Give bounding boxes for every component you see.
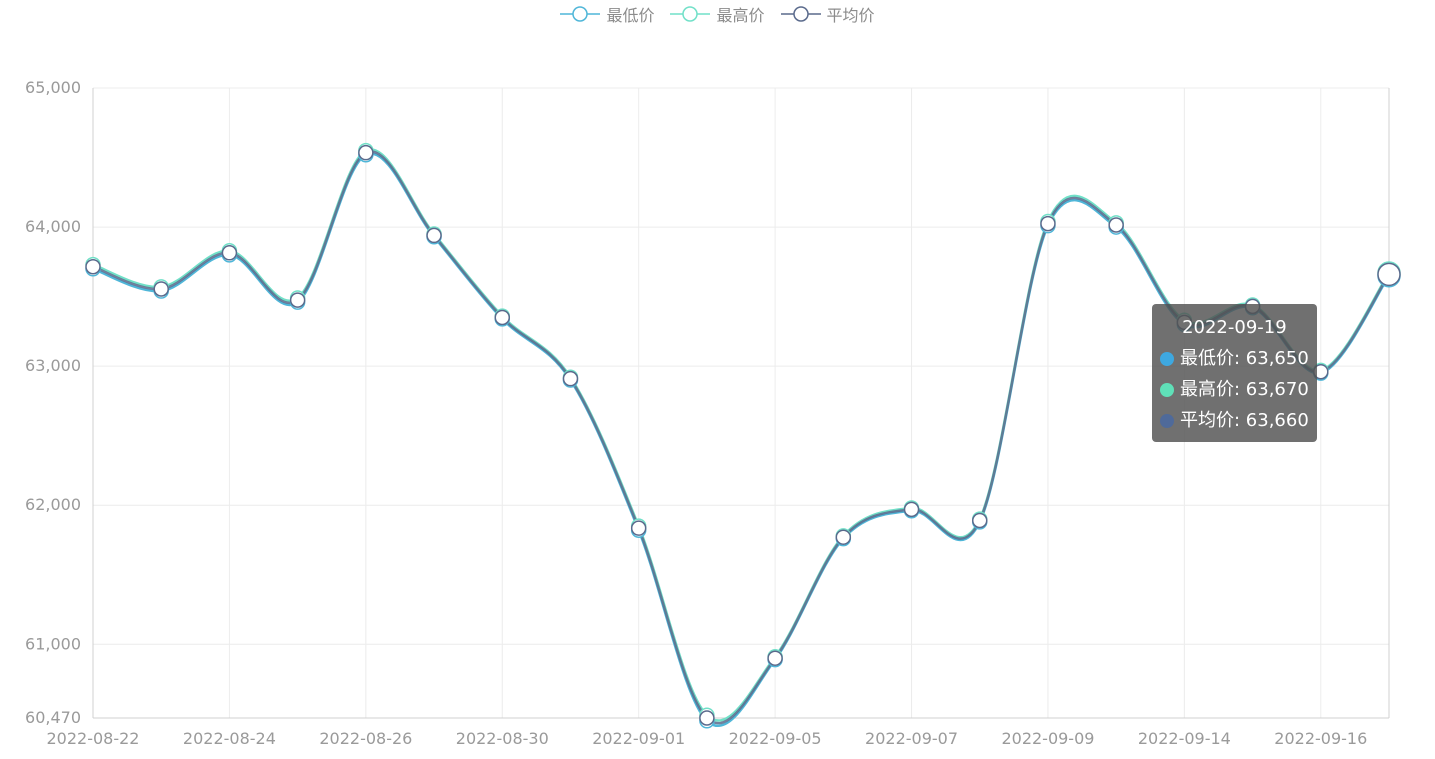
- series-dot-icon: [1160, 413, 1174, 428]
- series-lines: [92, 148, 1391, 728]
- legend-label: 最低价: [606, 6, 655, 25]
- x-tick-label: 2022-09-05: [729, 729, 822, 748]
- series-line: [92, 150, 1391, 725]
- series-point[interactable]: [358, 144, 374, 161]
- legend-item-min[interactable]: 最低价: [560, 2, 654, 26]
- x-tick-label: 2022-09-09: [1001, 729, 1094, 748]
- tooltip-row-max: 最高价: 63,670: [1160, 374, 1309, 405]
- legend-label: 平均价: [826, 6, 875, 25]
- legend-line-circle-icon: [780, 6, 821, 22]
- tooltip-row-avg: 平均价: 63,660: [1160, 405, 1309, 436]
- y-tick-label: 65,000: [25, 78, 81, 97]
- chart-legend: 最低价 最高价 平均价: [0, 2, 1435, 26]
- legend-label: 最高价: [716, 6, 765, 25]
- y-tick-label: 63,000: [25, 356, 81, 375]
- series-point[interactable]: [85, 258, 101, 275]
- tooltip-label: 最低价: [1180, 348, 1234, 369]
- tooltip-label: 平均价: [1180, 410, 1234, 431]
- y-tick-label: 62,000: [25, 495, 81, 514]
- tooltip-value: 63,650: [1245, 348, 1309, 369]
- y-tick-label: 61,000: [25, 634, 81, 653]
- series-point[interactable]: [1040, 215, 1056, 232]
- series-point[interactable]: [562, 370, 579, 387]
- series-point[interactable]: [699, 710, 715, 726]
- series-point[interactable]: [426, 227, 442, 244]
- series-point[interactable]: [835, 529, 852, 545]
- x-tick-label: 2022-08-22: [47, 729, 140, 748]
- x-tick-label: 2022-09-16: [1274, 729, 1367, 748]
- series-point[interactable]: [903, 501, 920, 518]
- legend-line-circle-icon: [560, 6, 601, 22]
- legend-line-circle-icon: [670, 6, 711, 22]
- series-dot-icon: [1160, 382, 1174, 397]
- tooltip-label: 最高价: [1180, 379, 1234, 400]
- tooltip: 2022-09-19 最低价: 63,650 最高价: 63,670 平均价: …: [1152, 304, 1317, 442]
- series-point[interactable]: [971, 512, 988, 529]
- legend-item-max[interactable]: 最高价: [670, 2, 765, 26]
- series-point[interactable]: [1108, 217, 1124, 233]
- legend-item-avg[interactable]: 平均价: [780, 2, 875, 26]
- series-point[interactable]: [767, 650, 783, 666]
- y-tick-label: 64,000: [25, 217, 81, 236]
- y-tick-label: 60,470: [25, 708, 81, 727]
- x-tick-label: 2022-08-26: [319, 729, 412, 748]
- tooltip-value: 63,670: [1245, 379, 1309, 400]
- x-tick-label: 2022-09-07: [865, 729, 958, 748]
- axes: 60,470 61,000 62,000 63,000 64,000 65,000 2022…: [25, 78, 1390, 748]
- x-tick-label: 2022-09-01: [592, 729, 685, 748]
- series-dot-icon: [1160, 351, 1174, 366]
- series-point[interactable]: [1377, 262, 1401, 287]
- series-point[interactable]: [221, 245, 238, 261]
- series-point[interactable]: [494, 309, 511, 326]
- x-tick-label: 2022-09-14: [1138, 729, 1231, 748]
- tooltip-title: 2022-09-19: [1182, 317, 1287, 338]
- series-points: [85, 142, 1401, 729]
- series-point[interactable]: [289, 292, 306, 308]
- series-point[interactable]: [630, 520, 647, 536]
- x-tick-label: 2022-08-30: [456, 729, 549, 748]
- series-point[interactable]: [153, 281, 169, 297]
- x-tick-label: 2022-08-24: [183, 729, 276, 748]
- tooltip-row-min: 最低价: 63,650: [1160, 343, 1309, 374]
- tooltip-value: 63,660: [1245, 410, 1309, 431]
